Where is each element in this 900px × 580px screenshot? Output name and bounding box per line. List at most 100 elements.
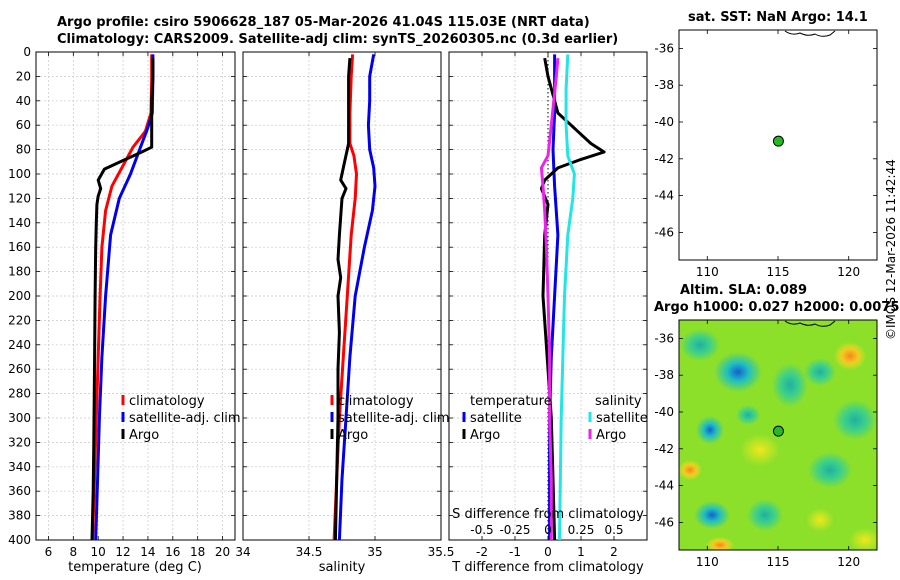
sla-blob xyxy=(696,416,724,444)
y-tick-label: 360 xyxy=(8,484,31,498)
y-tick-label: 340 xyxy=(8,460,31,474)
sst-coastline xyxy=(784,30,836,37)
difference-xlabel: T difference from climatology xyxy=(451,560,644,575)
x-tick-label: 34.5 xyxy=(296,545,323,559)
x-tick-label: 14 xyxy=(140,545,155,559)
sst-map: -36 -38 -40 -42 -44 -46 110 115 120 xyxy=(654,29,878,279)
x-tick-label: 115 xyxy=(767,555,790,569)
salinity-ticks: 34 34.5 35 35.5 xyxy=(235,51,455,559)
y-tick-label: -46 xyxy=(654,515,674,529)
x-tick-label: 6 xyxy=(45,545,53,559)
sla-map-ticks: -36 -38 -40 -42 -44 -46 110 115 120 xyxy=(654,320,877,569)
y-tick-label: 280 xyxy=(8,387,31,401)
sla-blob xyxy=(736,405,760,425)
y-tick-label: 0 xyxy=(23,45,31,59)
sla-blob xyxy=(740,434,780,466)
legend-label: Argo xyxy=(596,428,626,443)
y-tick-label: 260 xyxy=(8,362,31,376)
sst-map-points xyxy=(772,135,784,147)
series-line-argo xyxy=(90,58,155,540)
sst-map-title: sat. SST: NaN Argo: 14.1 xyxy=(688,10,868,25)
sla-blob xyxy=(834,342,866,370)
sla-field xyxy=(679,329,877,550)
sla-blob xyxy=(833,400,877,440)
x-tick-label: 20 xyxy=(215,545,230,559)
sla-blob xyxy=(849,528,877,550)
difference-panel: -2 -1 0 1 2 -0.5 -0.25 0 0.25 0.5 T difference fr… xyxy=(448,51,648,575)
legend-label: satellite xyxy=(596,411,648,426)
sla-map-title-2: Argo h1000: 0.027 h2000: 0.0075 xyxy=(654,300,900,315)
legend-label: satellite xyxy=(470,411,522,426)
top-x-tick-label: 0.25 xyxy=(568,523,595,537)
y-tick-label: 100 xyxy=(8,167,31,181)
x-tick-label: 34 xyxy=(235,545,250,559)
title-line-1: Argo profile: csiro 5906628_187 05-Mar-2… xyxy=(57,15,590,30)
y-tick-label: -38 xyxy=(654,78,674,92)
y-tick-label: 80 xyxy=(16,143,31,157)
x-tick-label: 110 xyxy=(696,555,719,569)
legend-title-salinity: salinity xyxy=(595,394,642,409)
x-tick-label: 120 xyxy=(837,555,860,569)
x-tick-label: 2 xyxy=(610,545,618,559)
sst-map-ticks: -36 -38 -40 -42 -44 -46 110 115 120 xyxy=(654,30,877,279)
temperature-xlabel: temperature (deg C) xyxy=(68,560,202,575)
top-x-tick-label: 0.5 xyxy=(604,523,623,537)
difference-legend: temperature salinity satellite Argo satellit… xyxy=(462,394,648,443)
series-line-satellite-adj-clim xyxy=(337,54,377,540)
sla-map: -36 -38 -40 -42 -44 -46 110 115 120 xyxy=(654,319,878,569)
salinity-panel: 34 34.5 35 35.5 salinity climatology satelli… xyxy=(235,51,455,575)
y-tick-label: 320 xyxy=(8,435,31,449)
temperature-ticks: 0 20 40 60 80 100 120 140 160 180 200 220 240 260 280 3… xyxy=(8,45,235,559)
y-tick-label: 140 xyxy=(8,216,31,230)
series-line-salinity-argo xyxy=(539,57,560,540)
x-tick-label: -1 xyxy=(509,545,521,559)
sla-blob xyxy=(804,358,836,386)
legend-label: climatology xyxy=(338,394,414,409)
y-tick-label: 240 xyxy=(8,338,31,352)
x-tick-label: 12 xyxy=(115,545,130,559)
y-tick-label: 180 xyxy=(8,265,31,279)
x-tick-label: 120 xyxy=(837,265,860,279)
sla-coastline xyxy=(784,320,836,327)
y-tick-label: -44 xyxy=(654,189,674,203)
y-tick-label: 160 xyxy=(8,240,31,254)
legend-label: satellite-adj. clim xyxy=(129,411,241,426)
x-tick-label: 16 xyxy=(165,545,180,559)
difference-top-label: S difference from climatology xyxy=(452,507,644,522)
temperature-lines xyxy=(90,54,155,540)
sla-blob xyxy=(706,537,734,550)
y-tick-label: -46 xyxy=(654,225,674,239)
argo-float-marker xyxy=(772,135,784,147)
temperature-panel: 0 20 40 60 80 100 120 140 160 180 200 220 240 260 280 3… xyxy=(8,45,241,575)
sla-blob xyxy=(772,363,808,407)
sla-blob xyxy=(714,352,762,392)
y-tick-label: -36 xyxy=(654,331,674,345)
legend-label: climatology xyxy=(129,394,205,409)
y-tick-label: -42 xyxy=(654,442,674,456)
legend-label: Argo xyxy=(470,428,500,443)
y-tick-label: 40 xyxy=(16,94,31,108)
y-tick-label: 380 xyxy=(8,509,31,523)
sla-blob xyxy=(747,499,783,531)
y-tick-label: -42 xyxy=(654,152,674,166)
sla-blob xyxy=(808,452,852,488)
y-tick-label: 120 xyxy=(8,191,31,205)
difference-lines xyxy=(539,54,606,540)
y-tick-label: 300 xyxy=(8,411,31,425)
sla-blob xyxy=(680,329,720,361)
x-tick-label: 35.5 xyxy=(428,545,455,559)
sla-blob xyxy=(806,508,834,532)
x-tick-label: -2 xyxy=(476,545,488,559)
temperature-grid xyxy=(36,52,235,540)
x-tick-label: 35 xyxy=(367,545,382,559)
x-tick-label: 110 xyxy=(696,265,719,279)
salinity-grid xyxy=(243,52,441,540)
legend-label: Argo xyxy=(338,428,368,443)
x-tick-label: 1 xyxy=(577,545,585,559)
legend-label: satellite-adj. clim xyxy=(338,411,450,426)
x-tick-label: 115 xyxy=(767,265,790,279)
argo-float-marker xyxy=(772,425,784,437)
y-tick-label: -36 xyxy=(654,41,674,55)
x-tick-label: 0 xyxy=(544,545,552,559)
